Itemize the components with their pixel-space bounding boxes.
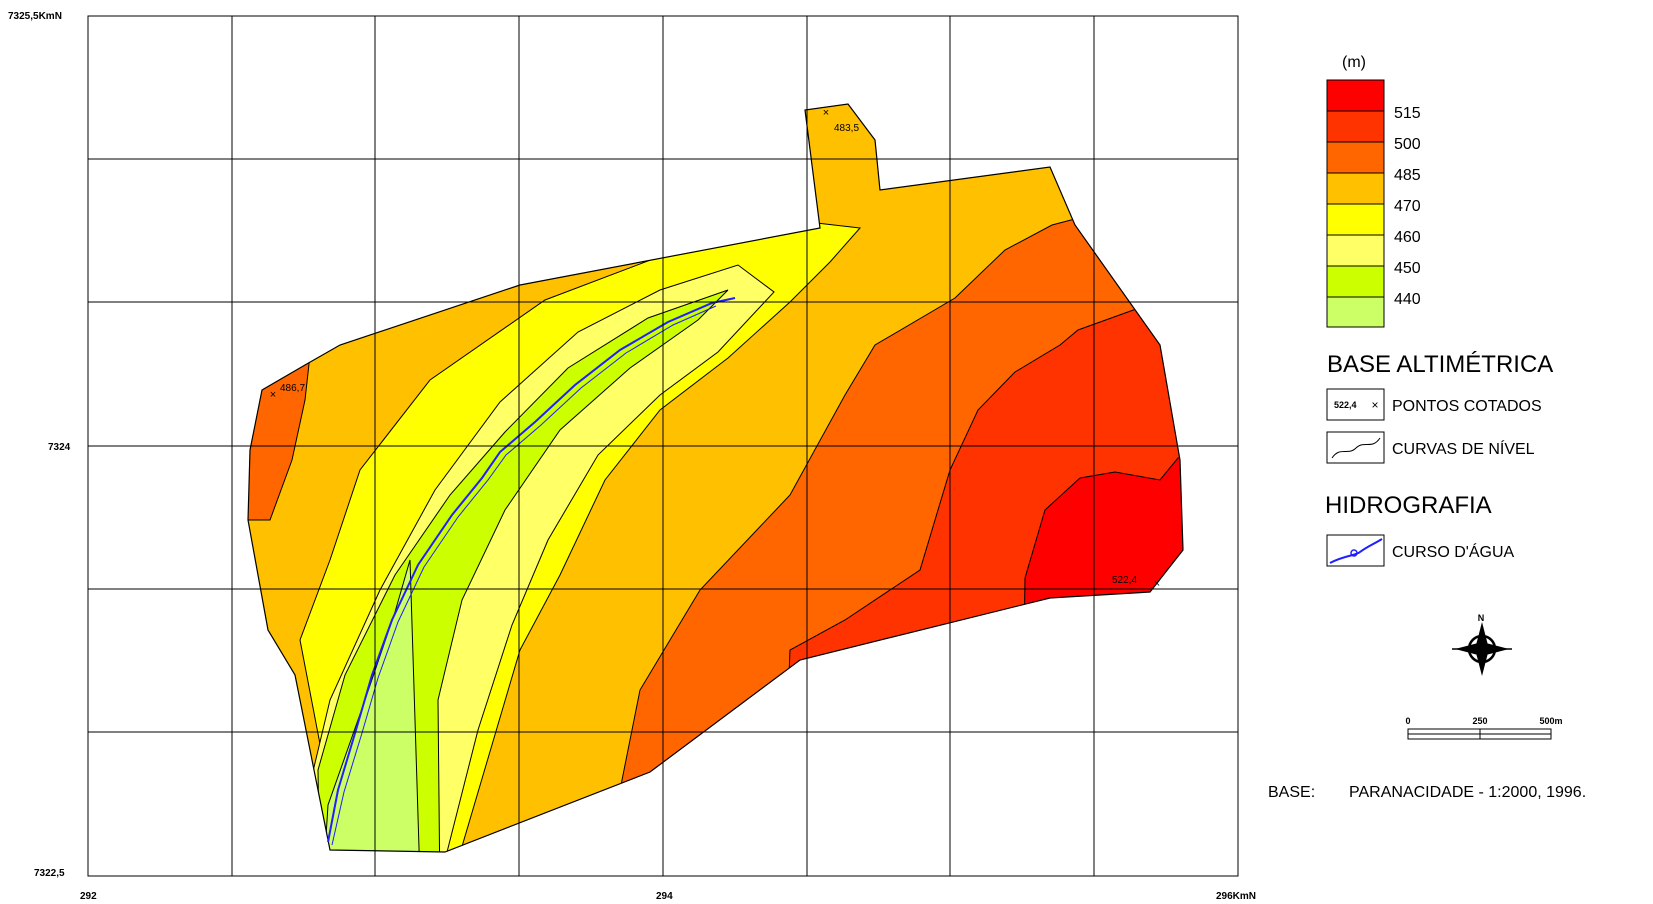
- svg-text:×: ×: [823, 107, 829, 119]
- base-altimetrica-title: BASE ALTIMÉTRICA: [1327, 351, 1553, 378]
- legend-class-label: 515: [1394, 105, 1421, 122]
- pontos-sample-label: 522,4: [1334, 400, 1357, 410]
- spot-height-label: 483,5: [834, 123, 859, 134]
- spot-height-486: × 486,7: [270, 383, 306, 401]
- hidrografia-title: HIDROGRAFIA: [1325, 492, 1492, 519]
- y-axis-label-mid: 7324: [48, 442, 71, 453]
- pontos-cotados-key: 522,4 × PONTOS COTADOS: [1326, 388, 1542, 421]
- band-440: [317, 289, 729, 852]
- stream-channel: [331, 305, 717, 846]
- curvas-de-nivel-label: CURVAS DE NÍVEL: [1392, 439, 1535, 458]
- x-axis-label-right: 296KmN: [1216, 891, 1256, 902]
- elevation-bands: [248, 104, 1183, 852]
- source-prefix: BASE:: [1268, 784, 1315, 801]
- legend-class-label: 460: [1394, 229, 1421, 246]
- legend-swatch: [1326, 296, 1385, 328]
- north-label: N: [1478, 613, 1485, 623]
- x-axis-label-mid: 294: [656, 891, 673, 902]
- source-text: PARANACIDADE - 1:2000, 1996.: [1349, 784, 1586, 801]
- legend-class-label: 440: [1394, 291, 1421, 308]
- coordinate-grid: [87, 15, 1239, 877]
- spot-height-483: × 483,5: [823, 107, 860, 134]
- scale-label: 250: [1472, 716, 1487, 726]
- svg-text:×: ×: [1371, 398, 1378, 412]
- north-arrow-icon: N: [1452, 613, 1512, 676]
- legend-swatch: [1326, 234, 1385, 267]
- svg-text:×: ×: [270, 389, 276, 401]
- scale-bar: 0 250 500m: [1405, 716, 1563, 740]
- curso-dagua-label: CURSO D'ÁGUA: [1392, 542, 1515, 561]
- y-axis-label-bottom: 7322,5: [34, 868, 65, 879]
- basin-outline: [247, 103, 1184, 853]
- svg-text:×: ×: [1154, 578, 1160, 590]
- curso-dagua-key: CURSO D'ÁGUA: [1326, 534, 1515, 567]
- legend-swatch: [1326, 110, 1385, 143]
- legend-swatch: [1326, 203, 1385, 236]
- spot-height-label: 486,7: [280, 383, 305, 394]
- legend-class-label: 470: [1394, 198, 1421, 215]
- legend-class-label: 485: [1394, 167, 1421, 184]
- legend-class-label: 450: [1394, 260, 1421, 277]
- legend-swatch: [1326, 141, 1385, 174]
- stream-line: [327, 297, 736, 843]
- legend-swatch: [1326, 265, 1385, 298]
- legend-class-label: 500: [1394, 136, 1421, 153]
- y-axis-label-top: 7325,5KmN: [8, 11, 62, 22]
- scale-label: 0: [1405, 716, 1410, 726]
- legend-swatch: [1326, 172, 1385, 205]
- x-axis-label-left: 292: [80, 891, 97, 902]
- curvas-de-nivel-key: CURVAS DE NÍVEL: [1326, 431, 1535, 464]
- legend-swatch: [1326, 79, 1385, 112]
- spot-height-522: × 522,4: [1112, 575, 1160, 590]
- elevation-legend: (m) 515 500 485 470 460 450 440: [1326, 54, 1421, 328]
- band-515: [1019, 439, 1183, 852]
- scale-label: 500m: [1539, 716, 1562, 726]
- legend-unit: (m): [1342, 54, 1366, 71]
- spot-height-label: 522,4: [1112, 575, 1137, 586]
- pontos-cotados-label: PONTOS COTADOS: [1392, 398, 1542, 415]
